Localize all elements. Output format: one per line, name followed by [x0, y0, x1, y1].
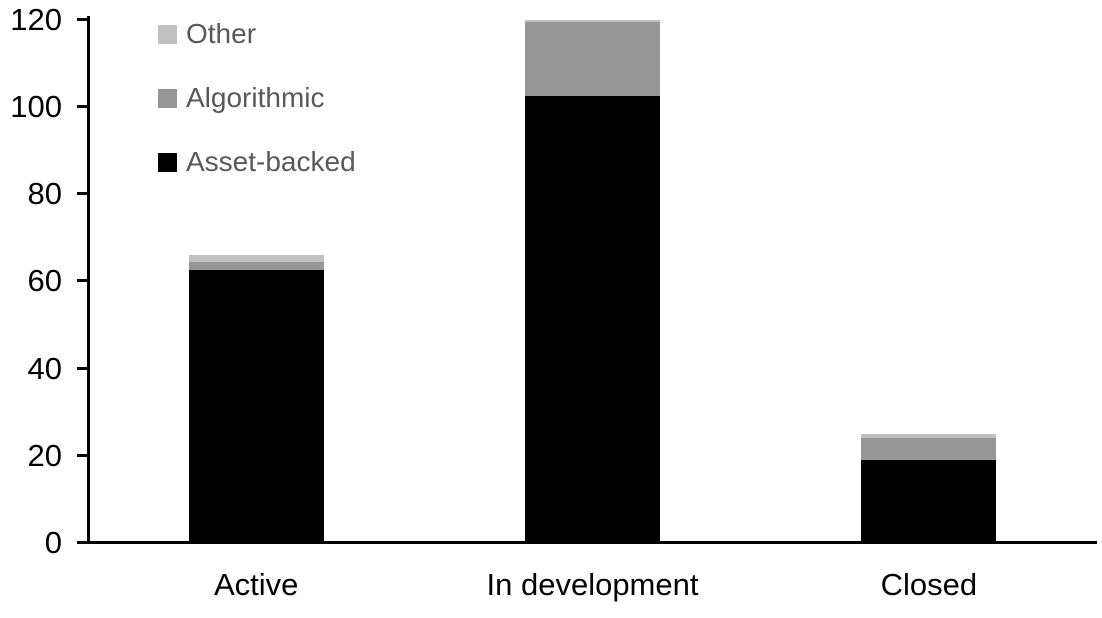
bar-segment-active-asset-backed	[188, 270, 324, 543]
x-category-label-closed: Closed	[880, 567, 978, 602]
y-tick-label: 80	[27, 176, 62, 211]
bar-segment-in-development-algorithmic	[525, 21, 660, 96]
bar-segment-closed-other	[861, 433, 997, 439]
y-axis-line	[87, 15, 90, 544]
bar-segment-in-development-asset-backed	[525, 95, 660, 543]
y-tick-mark	[77, 541, 87, 544]
bar-segment-active-other	[188, 255, 324, 262]
legend-swatch-other	[158, 24, 177, 44]
y-tick-label: 20	[27, 437, 62, 473]
legend-item-algorithmic: Algorithmic	[158, 82, 325, 113]
y-tick-mark	[77, 192, 87, 195]
bar-segment-closed-algorithmic	[861, 438, 997, 461]
y-tick-label: 100	[10, 88, 62, 124]
legend-label-asset-backed: Asset-backed	[186, 146, 356, 177]
bar-segment-active-algorithmic	[188, 261, 324, 271]
y-tick-mark	[77, 366, 87, 370]
legend-swatch-algorithmic	[158, 88, 177, 108]
x-category-label-in-development: In development	[486, 567, 699, 602]
y-tick-label: 60	[27, 263, 62, 299]
bar-segment-closed-asset-backed	[861, 460, 997, 543]
y-tick-label: 120	[10, 1, 62, 37]
legend-label-other: Other	[186, 18, 257, 49]
y-tick-label: 0	[44, 525, 62, 560]
legend-item-other: Other	[158, 18, 257, 49]
x-category-label-active: Active	[213, 567, 299, 602]
legend-label-algorithmic: Algorithmic	[186, 82, 325, 113]
y-tick-mark	[77, 279, 87, 283]
legend-item-asset-backed: Asset-backed	[158, 146, 356, 177]
y-tick-label: 40	[27, 350, 62, 386]
y-tick-mark	[77, 453, 87, 457]
legend-swatch-asset-backed	[158, 152, 177, 172]
y-tick-mark	[77, 104, 87, 108]
y-tick-mark	[77, 17, 87, 21]
bar-segment-in-development-other	[525, 19, 660, 22]
